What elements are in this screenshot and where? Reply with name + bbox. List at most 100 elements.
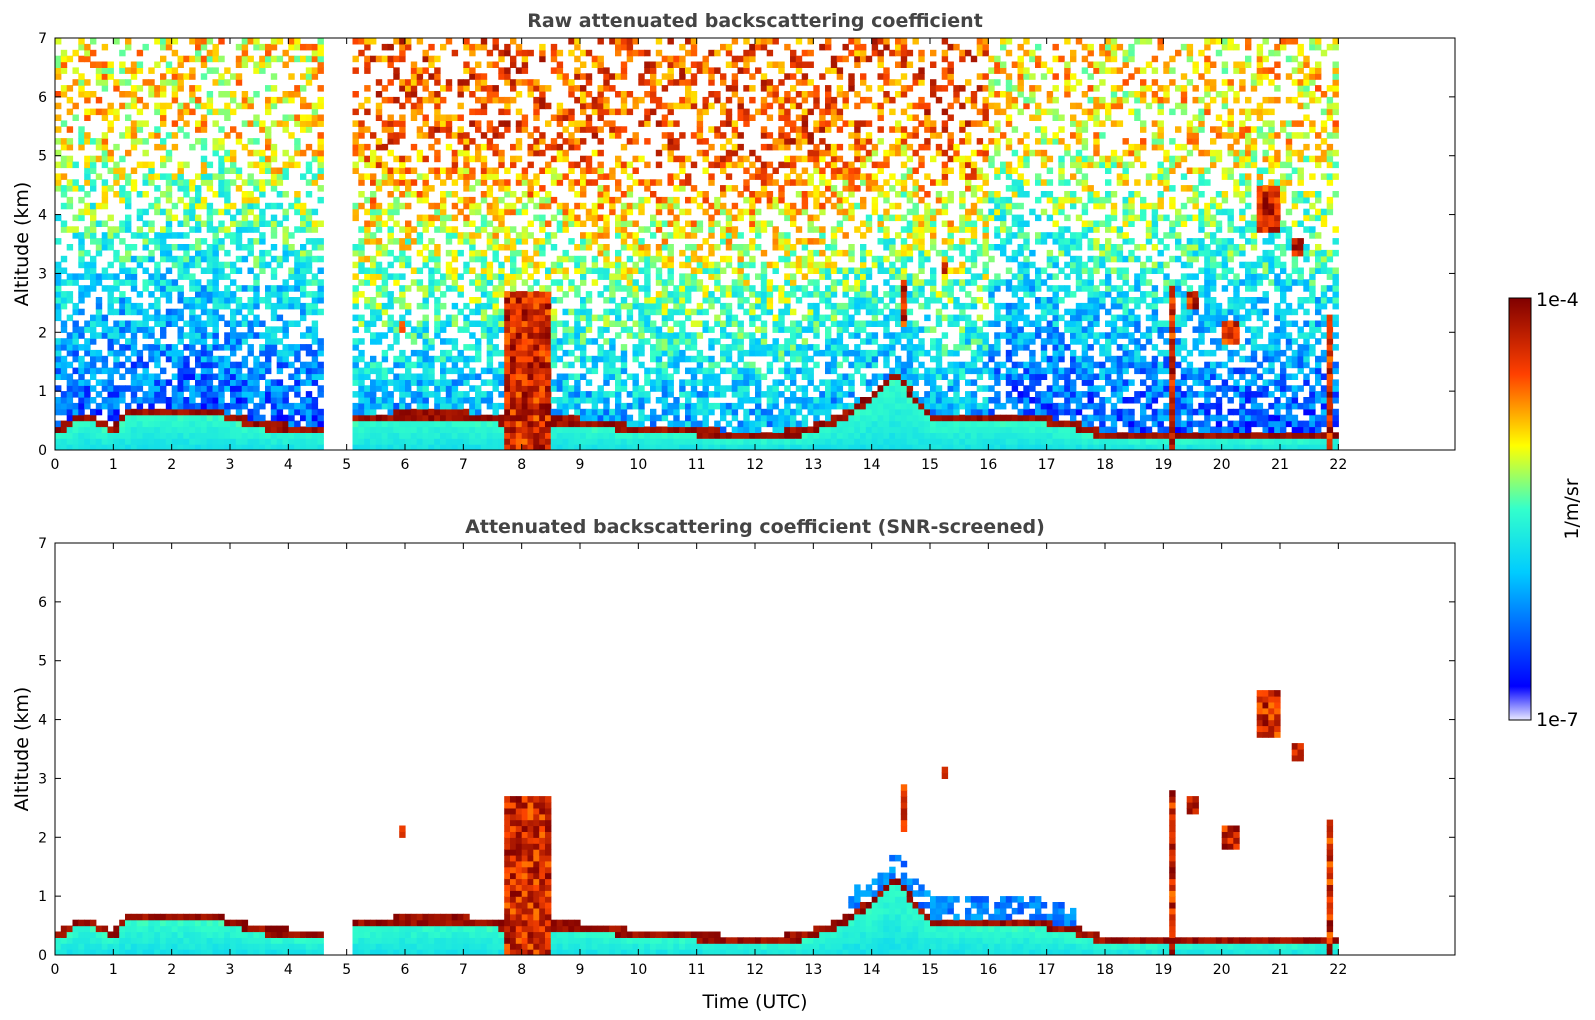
heatmap-cell — [480, 285, 488, 292]
heatmap-cell — [434, 444, 441, 450]
heatmap-cell — [562, 308, 569, 316]
heatmap-cell — [107, 102, 114, 110]
heatmap-cell — [416, 302, 424, 310]
heatmap-cell — [445, 379, 453, 386]
heatmap-cell — [539, 391, 546, 398]
heatmap-cell — [113, 414, 120, 422]
heatmap-cell — [253, 367, 260, 375]
heatmap-cell — [282, 438, 289, 445]
heatmap-cell — [352, 361, 359, 369]
heatmap-cell — [422, 55, 429, 63]
heatmap-cell — [737, 143, 744, 151]
heatmap-cell — [655, 249, 663, 257]
heatmap-cell — [84, 397, 91, 404]
heatmap-cell — [772, 426, 779, 433]
heatmap-cell — [743, 414, 750, 422]
heatmap-cell — [545, 426, 552, 433]
heatmap-cell — [154, 261, 161, 269]
heatmap-cell — [515, 208, 523, 216]
heatmap-cell — [603, 79, 610, 86]
heatmap-cell — [183, 249, 190, 257]
heatmap-cell — [317, 155, 324, 163]
heatmap-cell — [55, 55, 62, 63]
heatmap-cell — [66, 279, 74, 286]
heatmap-cell — [772, 138, 779, 145]
heatmap-cell — [539, 402, 546, 410]
heatmap-cell — [224, 149, 231, 157]
heatmap-cell — [626, 308, 634, 316]
heatmap-cell — [615, 438, 622, 445]
heatmap-cell — [399, 155, 406, 163]
heatmap-cell — [696, 402, 704, 410]
heatmap-cell — [422, 67, 429, 74]
heatmap-cell — [148, 332, 155, 339]
heatmap-cell — [60, 220, 68, 227]
heatmap-cell — [84, 208, 91, 216]
heatmap-cell — [626, 108, 634, 116]
heatmap-cell — [760, 191, 768, 198]
heatmap-cell — [60, 155, 68, 163]
heatmap-cell — [375, 302, 383, 310]
heatmap-cell — [235, 238, 243, 245]
heatmap-cell — [195, 373, 202, 380]
heatmap-cell — [78, 438, 85, 445]
heatmap-cell — [305, 55, 313, 63]
heatmap-cell — [673, 355, 680, 363]
heatmap-cell — [620, 208, 628, 216]
heatmap-cell — [317, 173, 324, 180]
heatmap-cell — [720, 267, 727, 274]
heatmap-cell — [498, 196, 505, 204]
heatmap-cell — [737, 108, 744, 116]
heatmap-cell — [638, 96, 645, 104]
heatmap-cell — [591, 267, 599, 274]
heatmap-cell — [136, 232, 144, 239]
heatmap-cell — [218, 155, 225, 163]
heatmap-cell — [620, 273, 628, 280]
heatmap-cell — [300, 96, 307, 104]
heatmap-cell — [276, 408, 284, 416]
heatmap-cell — [550, 297, 558, 304]
heatmap-cell — [60, 297, 68, 304]
heatmap-cell — [772, 385, 779, 392]
heatmap-cell — [375, 244, 383, 251]
heatmap-cell — [101, 326, 109, 333]
heatmap-cell — [644, 179, 651, 186]
heatmap-cell — [113, 361, 120, 369]
heatmap-cell — [125, 402, 132, 410]
heatmap-cell — [300, 302, 307, 310]
heatmap-cell — [778, 126, 785, 133]
heatmap-cell — [615, 214, 622, 222]
heatmap-cell — [230, 238, 237, 245]
heatmap-cell — [66, 420, 74, 428]
heatmap-cell — [603, 314, 610, 322]
heatmap-cell — [165, 297, 173, 304]
heatmap-cell — [510, 161, 517, 169]
heatmap-cell — [130, 444, 138, 450]
heatmap-cell — [101, 332, 109, 339]
heatmap-cell — [416, 408, 424, 416]
heatmap-cell — [352, 355, 359, 363]
heatmap-cell — [101, 143, 109, 151]
heatmap-cell — [574, 408, 581, 416]
heatmap-cell — [521, 173, 529, 180]
heatmap-cell — [585, 355, 593, 363]
heatmap-cell — [247, 285, 254, 292]
heatmap-cell — [154, 244, 161, 251]
heatmap-cell — [533, 444, 540, 450]
heatmap-cell — [725, 320, 733, 327]
heatmap-cell — [148, 202, 155, 210]
heatmap-cell — [737, 267, 744, 274]
heatmap-cell — [119, 238, 126, 245]
heatmap-cell — [177, 167, 184, 174]
heatmap-cell — [580, 432, 587, 439]
heatmap-cell — [597, 149, 604, 157]
heatmap-cell — [113, 438, 120, 445]
heatmap-cell — [154, 314, 161, 322]
heatmap-cell — [218, 420, 225, 428]
heatmap-cell — [632, 444, 639, 450]
heatmap-cell — [422, 344, 429, 351]
heatmap-cell — [760, 126, 768, 133]
heatmap-cell — [574, 414, 581, 422]
heatmap-cell — [568, 49, 575, 57]
heatmap-cell — [731, 79, 739, 86]
